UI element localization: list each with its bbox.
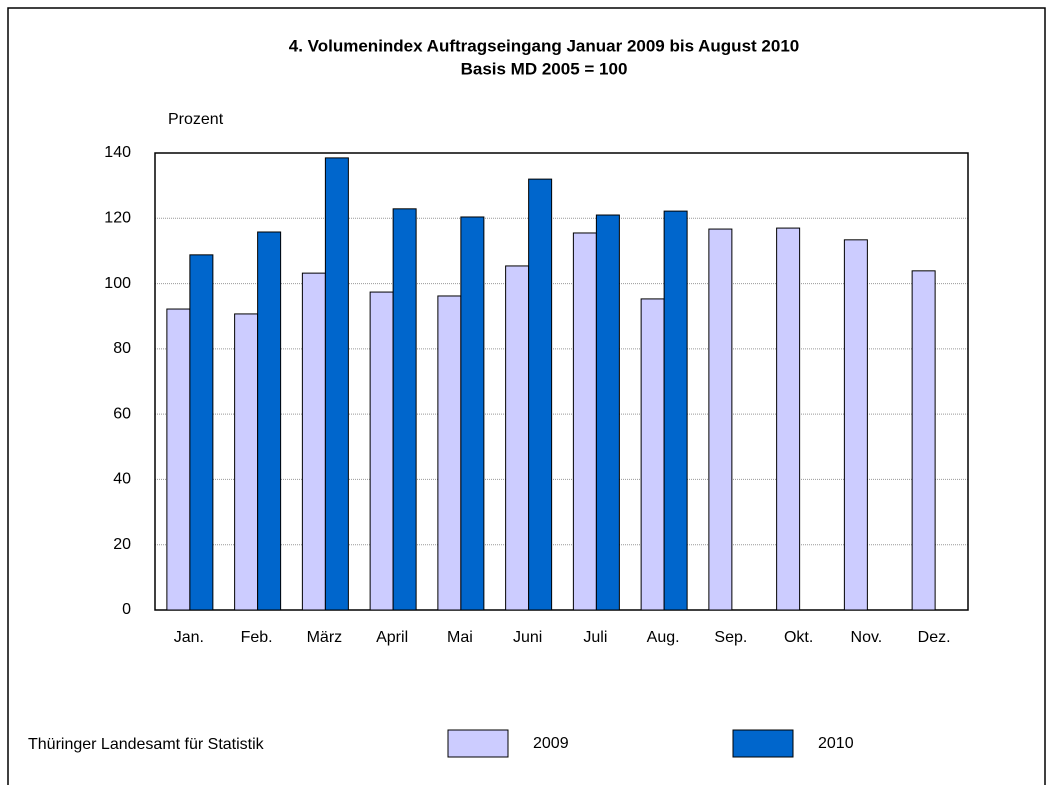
legend-label: 2010: [818, 735, 854, 752]
bar: [392, 208, 417, 611]
y-tick-label: 120: [104, 210, 131, 227]
plot-frame: [154, 152, 969, 611]
x-tick-label: Okt.: [784, 629, 813, 646]
y-tick-label: 40: [113, 471, 131, 488]
y-tick-label: 140: [104, 144, 131, 161]
legend-swatch: [732, 729, 794, 758]
x-tick-label: Mai: [447, 629, 473, 646]
x-tick-label: Juli: [583, 629, 607, 646]
bar: [301, 272, 326, 611]
bar: [708, 228, 733, 611]
bar: [166, 308, 191, 611]
bar: [843, 239, 868, 611]
bar: [257, 231, 282, 611]
bar: [640, 298, 665, 611]
x-tick-label: Nov.: [851, 629, 883, 646]
bar: [189, 254, 214, 611]
x-tick-label: März: [307, 629, 343, 646]
legend-label: 2009: [533, 735, 569, 752]
x-tick-label: Sep.: [714, 629, 747, 646]
bar: [234, 313, 259, 611]
bar: [776, 227, 801, 611]
x-tick-label: Jan.: [174, 629, 204, 646]
bar: [324, 157, 349, 611]
y-axis-label: Prozent: [168, 111, 224, 128]
bar: [663, 210, 688, 611]
bar: [460, 216, 485, 611]
chart-subtitle: Basis MD 2005 = 100: [461, 59, 628, 78]
bar: [528, 178, 553, 611]
x-tick-label: Juni: [513, 629, 542, 646]
y-tick-label: 0: [122, 601, 131, 618]
bar: [572, 232, 597, 611]
x-tick-label: Feb.: [241, 629, 273, 646]
bar: [505, 265, 530, 611]
y-tick-label: 20: [113, 536, 131, 553]
source: Thüringer Landesamt für Statistik: [28, 736, 265, 753]
chart-title: 4. Volumenindex Auftragseingang Januar 2…: [289, 36, 799, 55]
x-tick-label: Aug.: [647, 629, 680, 646]
legend-swatch: [447, 729, 509, 758]
y-tick-label: 60: [113, 405, 131, 422]
y-tick-label: 100: [104, 275, 131, 292]
bar: [437, 295, 462, 611]
y-tick-label: 80: [113, 340, 131, 357]
bar: [369, 291, 394, 611]
x-tick-label: Dez.: [918, 629, 951, 646]
bar: [595, 214, 620, 611]
bar: [911, 270, 936, 611]
page-border: [7, 7, 1046, 785]
x-tick-label: April: [376, 629, 408, 646]
